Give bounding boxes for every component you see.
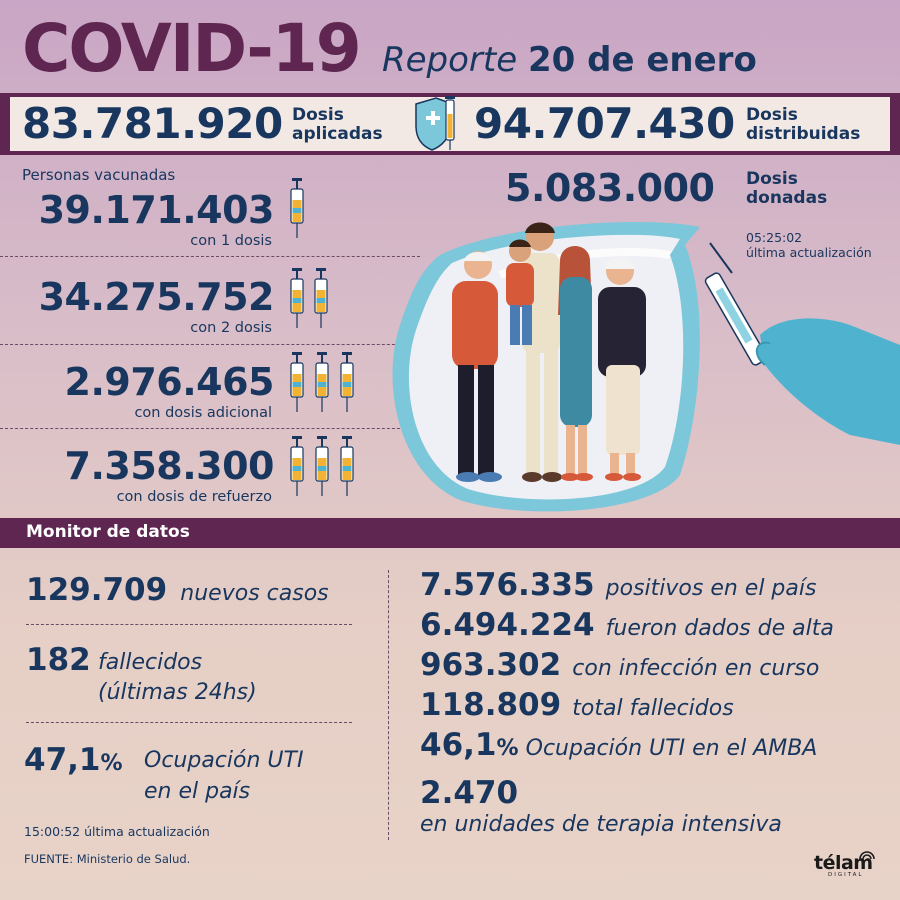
applied-doses-label: Dosis aplicadas: [292, 105, 383, 144]
syringe-icon: [290, 436, 304, 496]
report-date-value: 20 de enero: [527, 40, 757, 80]
donated-doses-label: Dosis donadas: [746, 169, 828, 208]
active-label: con infección en curso: [572, 656, 820, 681]
donated-doses-value: 5.083.000: [505, 166, 715, 210]
syringe-icon: [290, 352, 304, 412]
discharged-label: fueron dados de alta: [605, 616, 834, 641]
column-divider: [388, 570, 389, 840]
update-label: última actualización: [746, 245, 872, 260]
syringe-icon: [314, 268, 328, 328]
vaccinated-title: Personas vacunadas: [22, 166, 176, 184]
telam-logo: télam: [814, 852, 873, 874]
total-deaths-stat: 118.809 total fallecidos: [420, 687, 734, 723]
vaccinated-booster-value: 7.358.300: [64, 444, 275, 488]
telam-logo-sub: DIGITAL: [828, 872, 864, 878]
signal-icon: [859, 851, 875, 860]
monitor-title: Monitor de datos: [26, 522, 190, 542]
total-deaths-value: 118.809: [420, 687, 562, 723]
amba-icu-label: Ocupación UTI en el AMBA: [525, 736, 818, 761]
syringe-icon: [290, 268, 304, 328]
deaths-label: fallecidos (últimas 24hs): [98, 650, 257, 705]
icu-units-label: en unidades de terapia intensiva: [420, 812, 782, 837]
icu-country-label: Ocupación UTI en el país: [144, 748, 304, 804]
divider: [0, 428, 420, 429]
divider: [0, 256, 420, 257]
vaccinated-additional-label: con dosis adicional: [134, 405, 272, 421]
syringe-icon: [290, 178, 304, 238]
divider: [26, 722, 352, 723]
syringe-icon: [340, 436, 354, 496]
active-stat: 963.302 con infección en curso: [420, 647, 819, 683]
new-cases-label: nuevos casos: [180, 581, 329, 606]
new-cases-value: 129.709: [26, 572, 168, 608]
discharged-value: 6.494.224: [420, 607, 595, 643]
active-value: 963.302: [420, 647, 562, 683]
amba-icu-value: 46,1: [420, 727, 497, 763]
vaccinated-2-doses-value: 34.275.752: [38, 275, 275, 319]
distributed-doses-label: Dosis distribuidas: [746, 105, 861, 144]
amba-icu-stat: 46,1% Ocupación UTI en el AMBA: [420, 727, 818, 763]
divider: [26, 624, 352, 625]
positives-label: positivos en el país: [605, 576, 817, 601]
deaths-value: 182: [26, 642, 91, 678]
syringe-icon: [315, 436, 329, 496]
vaccination-update: 05:25:02 última actualización: [746, 230, 872, 260]
vaccinated-2-doses-label: con 2 dosis: [190, 320, 272, 336]
icu-country-value: 47,1%: [24, 742, 123, 778]
family-vaccination-illustration: [392, 222, 900, 512]
source-note: FUENTE: Ministerio de Salud.: [24, 852, 191, 866]
syringe-icon: [340, 352, 354, 412]
syringe-icon: [315, 352, 329, 412]
monitor-bar: [0, 518, 900, 548]
update-label: última actualización: [84, 824, 210, 839]
vaccinated-additional-value: 2.976.465: [64, 360, 275, 404]
shield-syringe-icon: [415, 96, 455, 151]
icu-units-value: 2.470: [420, 775, 519, 811]
applied-doses-value: 83.781.920: [22, 99, 283, 148]
distributed-doses-value: 94.707.430: [474, 99, 735, 148]
positives-stat: 7.576.335 positivos en el país: [420, 567, 816, 603]
vaccinated-1-dose-label: con 1 dosis: [190, 233, 272, 249]
discharged-stat: 6.494.224 fueron dados de alta: [420, 607, 834, 643]
divider: [0, 344, 420, 345]
report-word: Reporte: [382, 40, 518, 80]
positives-value: 7.576.335: [420, 567, 595, 603]
new-cases-stat: 129.709 nuevos casos: [26, 572, 329, 608]
vaccinated-booster-label: con dosis de refuerzo: [116, 489, 272, 505]
monitor-update: 15:00:52 última actualización: [24, 824, 210, 839]
report-date: Reporte 20 de enero: [382, 40, 757, 80]
total-deaths-label: total fallecidos: [572, 696, 734, 721]
update-time: 05:25:02: [746, 230, 803, 245]
update-time: 15:00:52: [24, 824, 81, 839]
page-title: COVID-19: [22, 10, 362, 87]
vaccinated-1-dose-value: 39.171.403: [38, 188, 275, 232]
